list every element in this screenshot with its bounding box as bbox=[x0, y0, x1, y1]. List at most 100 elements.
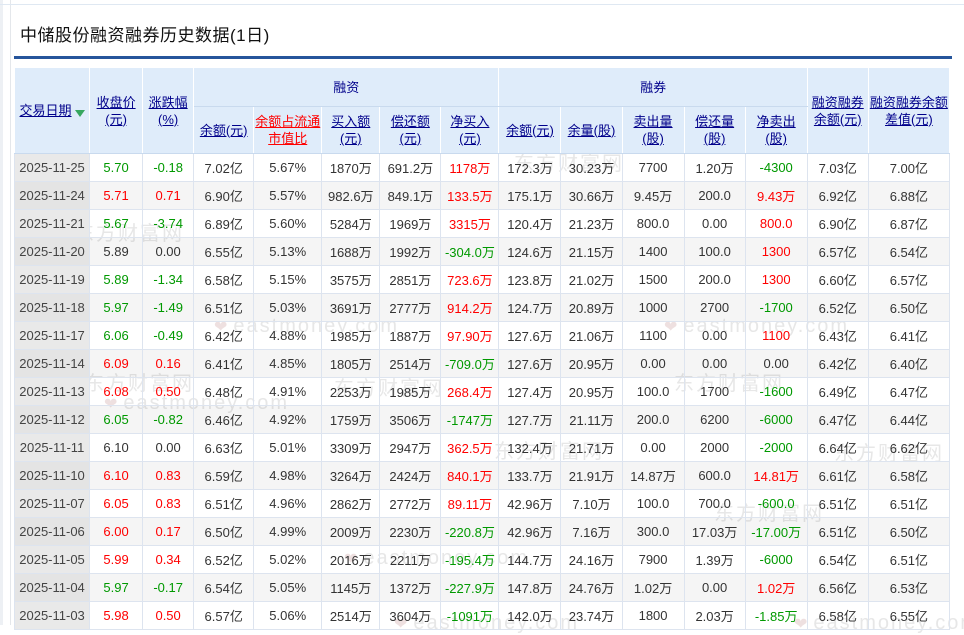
table-row: 2025-11-17 6.06 -0.49 6.42亿 4.88% 1985万 1887万 9… bbox=[13, 321, 951, 350]
cell-change: 0.50 bbox=[142, 377, 195, 406]
cell-change: 0.50 bbox=[142, 601, 195, 630]
col-header-rq-balance[interactable]: 余额(元) bbox=[498, 106, 562, 154]
col-header-margin-balance-diff[interactable]: 融资融券余额差值(元) bbox=[867, 67, 951, 154]
col-header-rz-repay[interactable]: 偿还额(元) bbox=[379, 106, 442, 154]
page-title: 中储股份融资融券历史数据(1日) bbox=[20, 26, 270, 45]
cell-diff: 6.88亿 bbox=[867, 181, 951, 210]
table-row: 2025-11-18 5.97 -1.49 6.51亿 5.03% 3691万 2777万 9… bbox=[13, 293, 951, 322]
cell-rz-balance: 6.58亿 bbox=[193, 265, 255, 294]
cell-rq-repay: 100.0 bbox=[683, 237, 746, 266]
cell-rz-balance: 6.41亿 bbox=[193, 349, 255, 378]
cell-close: 5.97 bbox=[89, 293, 144, 322]
cell-rz-repay: 691.2万 bbox=[379, 153, 442, 182]
cell-diff: 6.51亿 bbox=[867, 545, 951, 574]
cell-rz-balance: 6.52亿 bbox=[193, 545, 255, 574]
cell-diff: 6.55亿 bbox=[867, 601, 951, 630]
cell-change: 0.00 bbox=[142, 237, 195, 266]
cell-trade-date: 2025-11-03 bbox=[13, 601, 91, 630]
cell-rz-repay: 2947万 bbox=[379, 433, 442, 462]
cell-rz-balance: 6.55亿 bbox=[193, 237, 255, 266]
cell-total: 6.47亿 bbox=[806, 405, 869, 434]
cell-total: 6.60亿 bbox=[806, 265, 869, 294]
page-top-divider bbox=[0, 4, 964, 5]
cell-change: -1.34 bbox=[142, 265, 195, 294]
cell-total: 7.03亿 bbox=[806, 153, 869, 182]
cell-rz-ratio: 5.02% bbox=[253, 545, 323, 574]
cell-rq-balance: 132.4万 bbox=[498, 433, 562, 462]
cell-total: 6.61亿 bbox=[806, 461, 869, 490]
title-divider bbox=[14, 56, 952, 59]
cell-rz-repay: 849.1万 bbox=[379, 181, 442, 210]
col-header-rz-balance[interactable]: 余额(元) bbox=[193, 106, 255, 154]
cell-rq-repay: 1.20万 bbox=[683, 153, 746, 182]
col-header-margin-balance[interactable]: 融资融券余额(元) bbox=[806, 67, 869, 154]
cell-diff: 6.47亿 bbox=[867, 377, 951, 406]
cell-rz-ratio: 4.96% bbox=[253, 489, 323, 518]
cell-close: 5.98 bbox=[89, 601, 144, 630]
cell-rz-ratio: 5.01% bbox=[253, 433, 323, 462]
cell-total: 6.58亿 bbox=[806, 601, 869, 630]
cell-rz-net-buy: 362.5万 bbox=[440, 433, 500, 462]
cell-rz-ratio: 4.85% bbox=[253, 349, 323, 378]
cell-rq-balance: 144.7万 bbox=[498, 545, 562, 574]
cell-rq-net-sell: -600.0 bbox=[744, 489, 808, 518]
cell-rz-net-buy: -1091万 bbox=[440, 601, 500, 630]
cell-rz-buy: 3575万 bbox=[321, 265, 381, 294]
col-header-rz-ratio[interactable]: 余额占流通市值比 bbox=[253, 106, 323, 154]
cell-rq-remain: 24.16万 bbox=[560, 545, 623, 574]
cell-rq-sell: 800.0 bbox=[621, 209, 685, 238]
cell-rz-balance: 6.57亿 bbox=[193, 601, 255, 630]
cell-rz-repay: 2230万 bbox=[379, 517, 442, 546]
table-row: 2025-11-06 6.00 0.17 6.50亿 4.99% 2009万 2230万 -2… bbox=[13, 517, 951, 546]
cell-rq-remain: 23.74万 bbox=[560, 601, 623, 630]
cell-close: 5.89 bbox=[89, 265, 144, 294]
cell-rz-net-buy: 1178万 bbox=[440, 153, 500, 182]
cell-rq-repay: 200.0 bbox=[683, 181, 746, 210]
cell-rq-repay: 600.0 bbox=[683, 461, 746, 490]
cell-diff: 6.53亿 bbox=[867, 573, 951, 602]
cell-rq-repay: 0.00 bbox=[683, 321, 746, 350]
cell-total: 6.56亿 bbox=[806, 573, 869, 602]
cell-rq-repay: 0.00 bbox=[683, 209, 746, 238]
cell-rq-balance: 124.6万 bbox=[498, 237, 562, 266]
col-header-close-price[interactable]: 收盘价(元) bbox=[89, 67, 144, 154]
cell-rz-net-buy: 3315万 bbox=[440, 209, 500, 238]
cell-close: 6.10 bbox=[89, 433, 144, 462]
cell-diff: 6.50亿 bbox=[867, 517, 951, 546]
cell-change: 0.16 bbox=[142, 349, 195, 378]
cell-rq-remain: 21.15万 bbox=[560, 237, 623, 266]
col-header-rq-sell[interactable]: 卖出量(股) bbox=[621, 106, 685, 154]
cell-rq-net-sell: -6000 bbox=[744, 545, 808, 574]
cell-rq-sell: 200.0 bbox=[621, 405, 685, 434]
cell-close: 6.09 bbox=[89, 349, 144, 378]
cell-rq-net-sell: -1.85万 bbox=[744, 601, 808, 630]
col-header-change-pct[interactable]: 涨跌幅(%) bbox=[142, 67, 195, 154]
cell-trade-date: 2025-11-06 bbox=[13, 517, 91, 546]
col-header-rz-buy[interactable]: 买入额(元) bbox=[321, 106, 381, 154]
cell-rq-balance: 124.7万 bbox=[498, 293, 562, 322]
cell-trade-date: 2025-11-13 bbox=[13, 377, 91, 406]
cell-rq-sell: 300.0 bbox=[621, 517, 685, 546]
col-header-rq-repay[interactable]: 偿还量(股) bbox=[683, 106, 746, 154]
cell-rz-ratio: 5.57% bbox=[253, 181, 323, 210]
cell-rz-balance: 6.50亿 bbox=[193, 517, 255, 546]
cell-rq-remain: 21.06万 bbox=[560, 321, 623, 350]
col-header-trade-date[interactable]: 交易日期 bbox=[13, 67, 91, 154]
col-header-rq-remain[interactable]: 余量(股) bbox=[560, 106, 623, 154]
margin-table-container: 东方财富网 东方财富网 ❤ eastmoney.com ❤ eastmoney.com 东方… bbox=[13, 67, 964, 634]
cell-rq-remain: 7.16万 bbox=[560, 517, 623, 546]
cell-rz-ratio: 4.92% bbox=[253, 405, 323, 434]
cell-rz-balance: 6.46亿 bbox=[193, 405, 255, 434]
cell-rz-buy: 1688万 bbox=[321, 237, 381, 266]
cell-rq-repay: 17.03万 bbox=[683, 517, 746, 546]
cell-rq-sell: 0.00 bbox=[621, 349, 685, 378]
cell-rq-balance: 147.8万 bbox=[498, 573, 562, 602]
cell-rz-repay: 2211万 bbox=[379, 545, 442, 574]
col-header-rq-net-sell[interactable]: 净卖出(股) bbox=[744, 106, 808, 154]
sort-desc-icon[interactable] bbox=[74, 110, 85, 117]
cell-rq-net-sell: -1700 bbox=[744, 293, 808, 322]
table-row: 2025-11-11 6.10 0.00 6.63亿 5.01% 3309万 2947万 36… bbox=[13, 433, 951, 462]
cell-rq-balance: 133.7万 bbox=[498, 461, 562, 490]
col-header-rz-net-buy[interactable]: 净买入(元) bbox=[440, 106, 500, 154]
cell-diff: 6.51亿 bbox=[867, 489, 951, 518]
